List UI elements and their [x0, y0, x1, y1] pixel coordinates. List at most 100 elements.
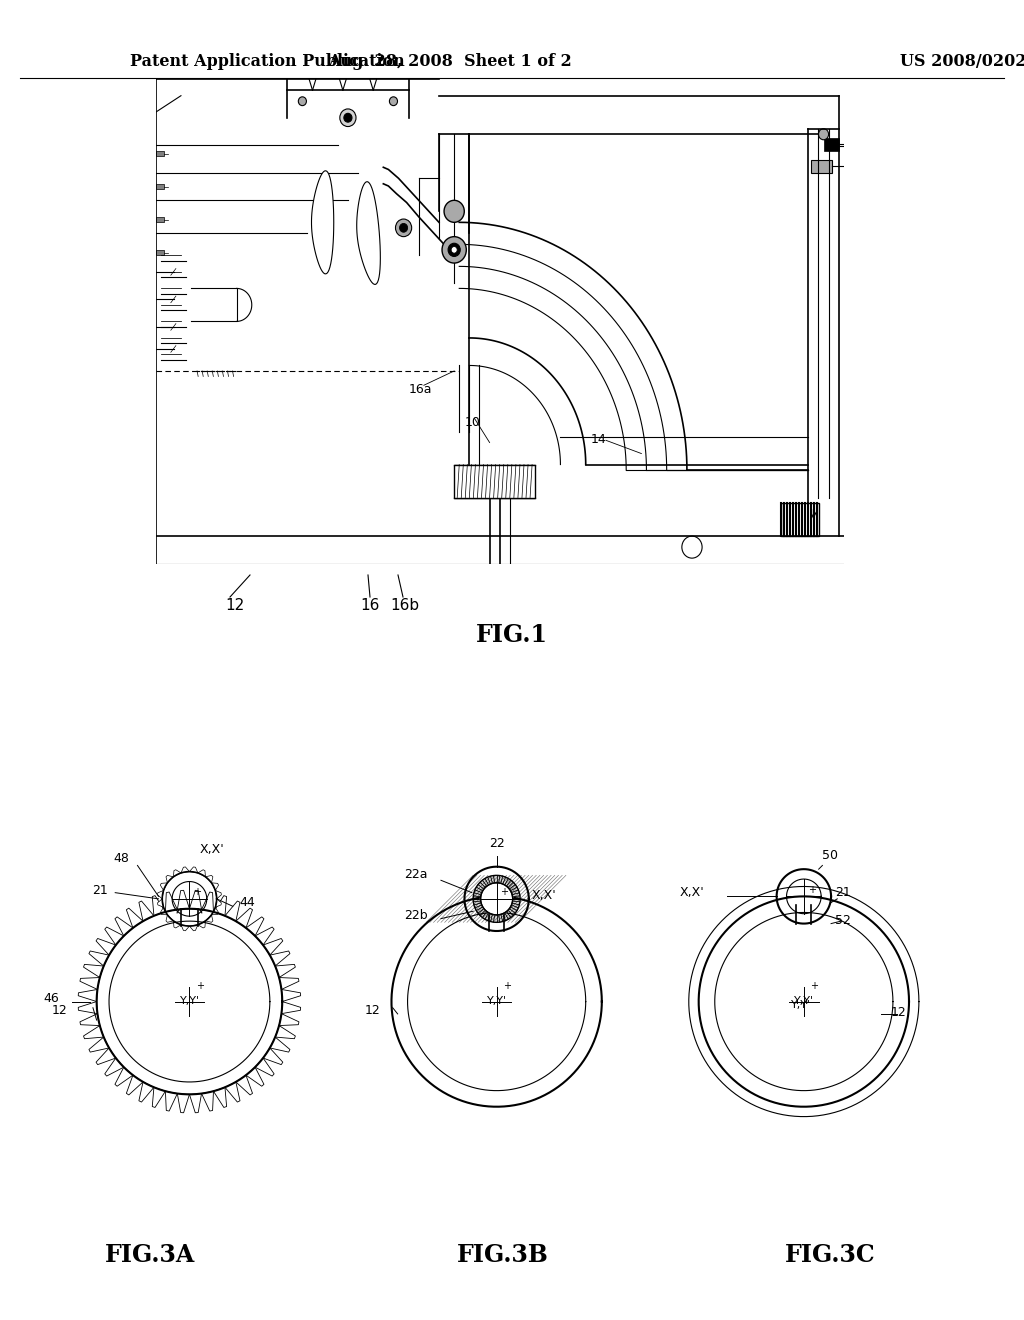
Polygon shape [115, 917, 133, 936]
Polygon shape [280, 978, 299, 990]
Polygon shape [189, 1093, 202, 1113]
Text: 22a: 22a [404, 867, 428, 880]
Polygon shape [198, 870, 206, 876]
Text: US 2008/0202082 A1: US 2008/0202082 A1 [900, 54, 1024, 70]
Text: 44: 44 [239, 896, 255, 909]
Text: +: + [810, 981, 818, 991]
Polygon shape [126, 1076, 143, 1096]
Text: +: + [196, 981, 204, 991]
Circle shape [442, 236, 466, 263]
Polygon shape [212, 883, 218, 891]
Polygon shape [356, 182, 380, 284]
Polygon shape [166, 1092, 177, 1111]
Polygon shape [206, 915, 213, 923]
Polygon shape [80, 1014, 99, 1026]
Polygon shape [177, 890, 189, 909]
Text: +: + [501, 887, 508, 898]
Polygon shape [215, 891, 221, 899]
Text: 12: 12 [891, 1006, 906, 1019]
Text: 50: 50 [822, 849, 839, 862]
Polygon shape [104, 927, 124, 945]
Text: FIG.3A: FIG.3A [104, 1243, 196, 1267]
Polygon shape [189, 867, 198, 873]
Polygon shape [78, 1002, 97, 1014]
Text: Y,Y': Y,Y' [486, 997, 507, 1006]
Text: X,X': X,X' [200, 843, 224, 857]
Text: Y,Y': Y,Y' [794, 997, 814, 1006]
Polygon shape [225, 902, 240, 921]
Text: 12: 12 [51, 1005, 68, 1016]
Circle shape [389, 96, 397, 106]
Polygon shape [173, 870, 181, 876]
Text: FIG.3C: FIG.3C [784, 1243, 876, 1267]
Circle shape [344, 114, 352, 123]
Circle shape [818, 129, 828, 140]
Text: +: + [503, 981, 511, 991]
Text: X,X': X,X' [531, 888, 556, 902]
Text: FIG.1: FIG.1 [476, 623, 548, 647]
Text: 48: 48 [114, 851, 129, 865]
Bar [156, 249, 164, 255]
Text: X,X': X,X' [680, 886, 705, 899]
Polygon shape [213, 896, 226, 916]
Polygon shape [198, 921, 206, 928]
Polygon shape [263, 1048, 283, 1065]
Text: +: + [194, 887, 201, 898]
Text: 52: 52 [835, 913, 851, 927]
Polygon shape [202, 1092, 213, 1111]
Polygon shape [480, 883, 513, 915]
Polygon shape [126, 908, 143, 928]
Text: 16: 16 [360, 598, 380, 612]
Polygon shape [158, 891, 164, 899]
Polygon shape [153, 1088, 166, 1107]
Polygon shape [139, 1082, 154, 1102]
Wedge shape [473, 875, 520, 923]
Text: 16a: 16a [409, 383, 432, 396]
Polygon shape [206, 875, 213, 883]
Text: Patent Application Publication: Patent Application Publication [130, 54, 404, 70]
Text: FIG.3B: FIG.3B [457, 1243, 549, 1267]
Circle shape [682, 536, 702, 558]
Polygon shape [177, 1093, 189, 1113]
Text: 12: 12 [365, 1005, 381, 1016]
Circle shape [449, 243, 460, 256]
Polygon shape [225, 1082, 240, 1102]
Text: Y,Y': Y,Y' [792, 999, 812, 1010]
Polygon shape [246, 1067, 264, 1086]
Polygon shape [158, 899, 164, 907]
Polygon shape [161, 907, 167, 915]
Bar [156, 216, 164, 222]
Text: 46: 46 [44, 991, 59, 1005]
Polygon shape [269, 950, 290, 966]
Text: 14: 14 [591, 433, 606, 446]
Bar [156, 183, 164, 189]
Polygon shape [215, 899, 221, 907]
Text: 21: 21 [835, 886, 851, 899]
Bar [156, 150, 164, 156]
Text: 12: 12 [225, 598, 245, 612]
Polygon shape [104, 1059, 124, 1076]
Polygon shape [311, 170, 334, 273]
Text: 16b: 16b [390, 598, 420, 612]
Polygon shape [89, 1038, 110, 1052]
Circle shape [298, 96, 306, 106]
Polygon shape [246, 917, 264, 936]
Bar [455, 465, 536, 498]
Polygon shape [173, 921, 181, 928]
Polygon shape [236, 908, 253, 928]
Polygon shape [189, 925, 198, 931]
Text: 22: 22 [488, 837, 505, 850]
Polygon shape [280, 1014, 299, 1026]
Polygon shape [263, 939, 283, 956]
Polygon shape [89, 950, 110, 966]
Polygon shape [84, 965, 103, 978]
Polygon shape [115, 1067, 133, 1086]
Polygon shape [96, 939, 116, 956]
Polygon shape [255, 1059, 274, 1076]
Text: 10: 10 [464, 416, 480, 429]
Polygon shape [139, 902, 154, 921]
Polygon shape [275, 965, 295, 978]
Circle shape [452, 247, 457, 253]
Polygon shape [275, 1026, 295, 1039]
Text: Aug. 28, 2008  Sheet 1 of 2: Aug. 28, 2008 Sheet 1 of 2 [328, 54, 571, 70]
